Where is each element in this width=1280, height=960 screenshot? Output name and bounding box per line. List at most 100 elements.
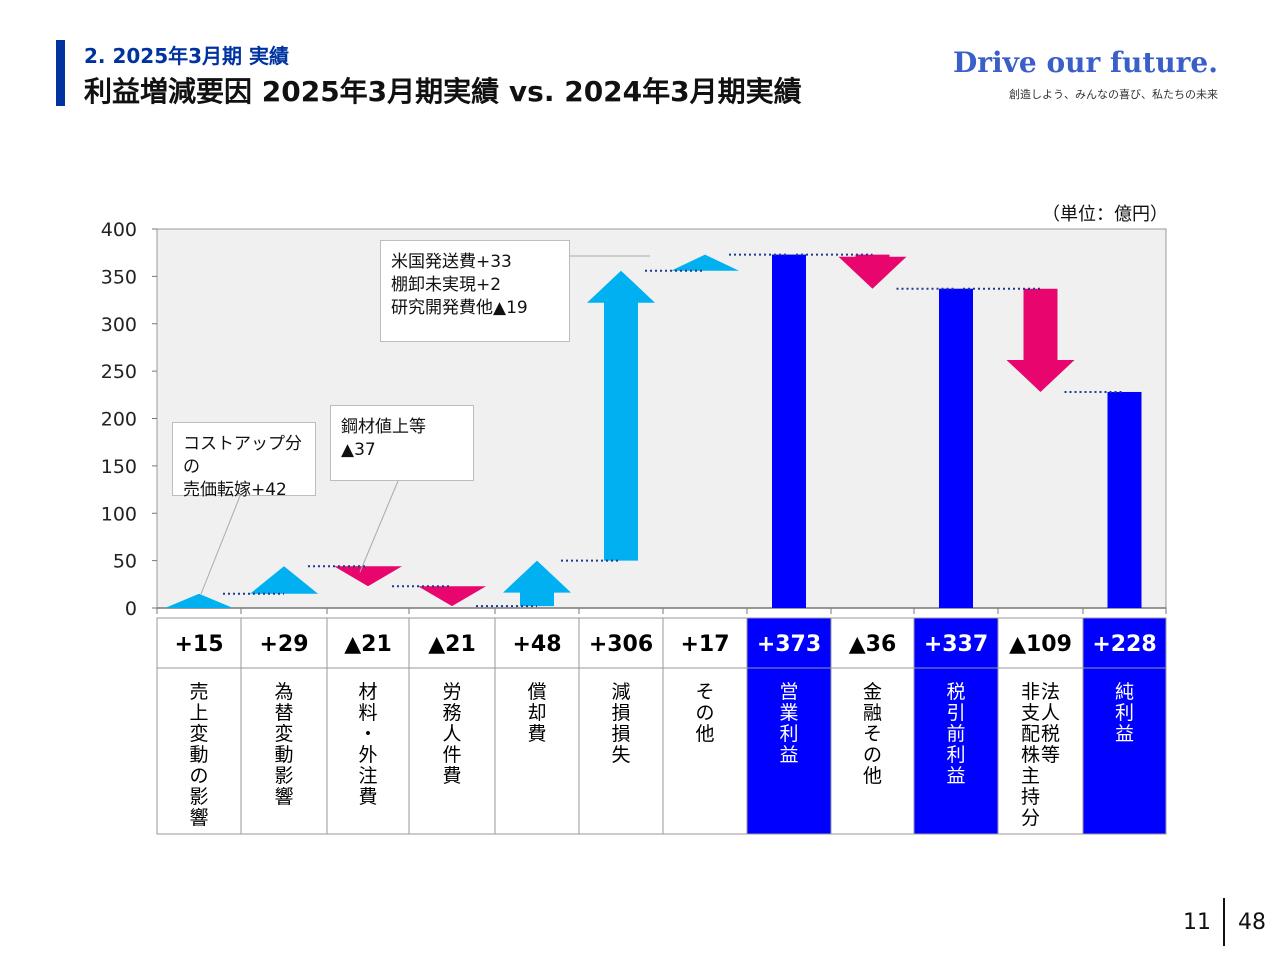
category-label-char: 償 (527, 681, 546, 703)
category-label-char: 費 (527, 723, 546, 745)
category-label-char: 配 (1021, 723, 1040, 745)
callout-leader (200, 495, 241, 595)
category-label-char: 為 (274, 681, 293, 703)
bar-increase-arrow (671, 254, 739, 271)
brand-tagline: 創造しよう、みんなの喜び、私たちの未来 (1009, 88, 1218, 101)
category-label-char: 引 (946, 702, 965, 724)
value-label: +373 (757, 632, 821, 657)
table-border (156, 617, 1167, 835)
category-label-char: ・ (358, 723, 377, 745)
y-tick-label: 350 (101, 266, 137, 288)
category-label-char: 動 (189, 744, 208, 766)
bar-decrease-arrow (334, 566, 402, 587)
category-label-char: 労 (442, 681, 461, 703)
category-label-char: 務 (442, 702, 461, 724)
category-label-char: 等 (1041, 744, 1060, 766)
category-label-char: 利 (946, 744, 965, 766)
page-title: 利益増減要因 2025年3月期実績 vs. 2024年3月期実績 (84, 75, 802, 108)
category-label-char: 他 (863, 765, 882, 787)
callout-other-breakdown: 米国発送費+33 棚卸未実現+2 研究開発費他▲19 (380, 240, 570, 342)
category-label-char: 利 (1115, 702, 1134, 724)
table-cell-total-bg (1083, 618, 1166, 834)
value-label: +15 (174, 632, 223, 657)
category-label-char: 売 (189, 681, 208, 703)
category-label-char: 料 (358, 702, 377, 724)
category-label-char: の (863, 744, 882, 766)
category-label-char: 主 (1021, 765, 1040, 787)
bar-decrease-arrow (1006, 288, 1075, 392)
bar-total (939, 288, 973, 608)
category-label-char: 変 (274, 723, 293, 745)
category-label-char: 支 (1021, 702, 1040, 724)
page-number: 11 (1183, 910, 1211, 935)
y-tick-label: 100 (101, 503, 137, 525)
category-label-char: 減 (611, 681, 630, 703)
category-label-char: 人 (1041, 702, 1060, 724)
category-label-char: 税 (946, 681, 965, 703)
bar-decrease-arrow (418, 586, 486, 607)
y-tick-label: 200 (101, 409, 137, 431)
value-label: +306 (589, 632, 653, 657)
category-label-char: 替 (274, 702, 293, 724)
table-cell-total-bg (747, 618, 831, 834)
bar-total (772, 254, 806, 608)
category-label-char: 材 (358, 681, 377, 703)
y-tick-label: 50 (113, 551, 137, 573)
category-label-char: 上 (189, 702, 208, 724)
category-label-char: 他 (695, 723, 714, 745)
table-cell-total-bg (914, 618, 998, 834)
category-label-char: 注 (358, 765, 377, 787)
category-label-char: 動 (274, 744, 293, 766)
category-label-char: 件 (442, 744, 461, 766)
value-label: +17 (680, 632, 729, 657)
category-label-char: 外 (358, 744, 377, 766)
category-label-char: 失 (611, 744, 630, 766)
plot-area (156, 228, 1167, 609)
category-label-char: 益 (1115, 723, 1134, 745)
y-tick-label: 300 (101, 314, 137, 336)
bar-increase-arrow (250, 566, 318, 594)
category-label-char: 影 (189, 786, 208, 808)
category-label-char: 前 (946, 723, 965, 745)
y-tick-label: 0 (125, 598, 137, 620)
category-label-char: 却 (527, 702, 546, 724)
category-label-char: 業 (779, 702, 798, 724)
category-label-char: 金 (863, 681, 882, 703)
y-tick-label: 150 (101, 456, 137, 478)
category-label-char: 営 (779, 681, 798, 703)
y-tick-label: 250 (101, 361, 137, 383)
section-heading: 2. 2025年3月期 実績 (84, 44, 290, 68)
bar-increase-arrow (165, 593, 233, 608)
category-label-char: 費 (358, 786, 377, 808)
callout-cost-passthrough: コストアップ分の 売価転嫁+42 (172, 422, 316, 500)
title-accent-bar (56, 40, 65, 106)
category-label-char: 影 (274, 765, 293, 787)
category-label-char: 純 (1115, 681, 1134, 703)
category-label-char: そ (695, 681, 714, 703)
category-label-char: 法 (1041, 681, 1060, 703)
category-label-char: 人 (442, 723, 461, 745)
unit-label: （単位：億円） (1042, 204, 1168, 225)
category-label-char: 持 (1021, 786, 1040, 808)
bar-increase-arrow (503, 560, 571, 607)
category-label-char: 響 (274, 786, 293, 808)
page-total: 48 (1238, 910, 1266, 935)
category-label-char: 益 (779, 744, 798, 766)
category-label-char: 損 (611, 723, 630, 745)
category-label-char: 益 (946, 765, 965, 787)
value-label: ▲21 (344, 632, 392, 657)
callout-steel-price: 鋼材値上等 ▲37 (330, 405, 474, 481)
category-label-char: 変 (189, 723, 208, 745)
value-label: +228 (1092, 632, 1156, 657)
brand-logo-text: Drive our future. (952, 46, 1218, 79)
value-label: ▲109 (1009, 632, 1072, 657)
bar-increase-arrow (587, 270, 655, 561)
category-label-char: そ (863, 723, 882, 745)
value-label: +48 (512, 632, 561, 657)
category-label-char: 損 (611, 702, 630, 724)
bar-total (1107, 391, 1142, 608)
value-label: +29 (259, 632, 308, 657)
category-label-char: 分 (1021, 807, 1040, 829)
category-label-char: 費 (442, 765, 461, 787)
